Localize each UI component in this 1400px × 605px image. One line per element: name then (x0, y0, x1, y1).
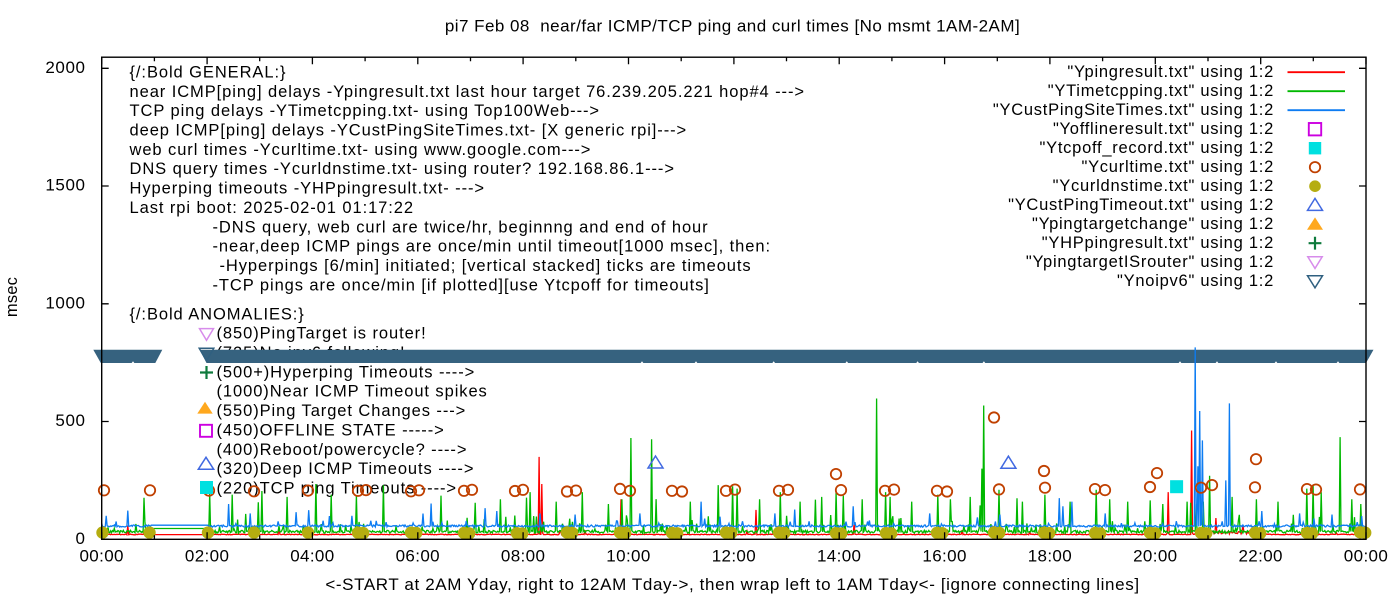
svg-text:(1000)Near ICMP Timeout spikes: (1000)Near ICMP Timeout spikes (217, 383, 488, 401)
svg-text:500: 500 (55, 411, 85, 430)
svg-text:"YHPpingresult.txt" using 1:2: "YHPpingresult.txt" using 1:2 (1042, 234, 1274, 252)
svg-text:00:00: 00:00 (1344, 547, 1388, 566)
svg-text:02:00: 02:00 (185, 547, 229, 566)
svg-text:TCP ping delays -YTimetcpping.: TCP ping delays -YTimetcpping.txt- using… (130, 102, 600, 120)
svg-text:2000: 2000 (45, 58, 85, 77)
svg-text:"YCustPingSiteTimes.txt" using: "YCustPingSiteTimes.txt" using 1:2 (993, 101, 1274, 119)
svg-text:1000: 1000 (45, 293, 85, 312)
svg-text:(500+)Hyperping Timeouts ---->: (500+)Hyperping Timeouts ----> (217, 363, 476, 381)
svg-text:{/:Bold GENERAL:}: {/:Bold GENERAL:} (130, 64, 287, 82)
svg-text:"Ypingtargetchange" using 1:2: "Ypingtargetchange" using 1:2 (1032, 215, 1274, 233)
svg-text:(550)Ping Target Changes --->: (550)Ping Target Changes ---> (217, 402, 467, 420)
svg-text:near ICMP[ping] delays -Ypingr: near ICMP[ping] delays -Ypingresult.txt … (130, 83, 805, 101)
svg-text:04:00: 04:00 (290, 547, 334, 566)
svg-text:DNS query times -Ycurldnstime.: DNS query times -Ycurldnstime.txt- using… (130, 160, 675, 178)
svg-text:"YpingtargetISrouter" using 1:: "YpingtargetISrouter" using 1:2 (1026, 253, 1274, 271)
svg-text:deep ICMP[ping] delays -YCustP: deep ICMP[ping] delays -YCustPingSiteTim… (130, 122, 688, 140)
svg-text:<-START at 2AM Yday, right to: <-START at 2AM Yday, right to 12AM Tday-… (325, 575, 1139, 594)
svg-text:pi7 Feb 08 near/far ICMP/TCP: pi7 Feb 08 near/far ICMP/TCP ping and cu… (445, 17, 1020, 36)
svg-text:web curl times -Ycurltime.txt-: web curl times -Ycurltime.txt- using www… (129, 141, 592, 159)
svg-text:Last rpi boot: 2025-02-01 01:1: Last rpi boot: 2025-02-01 01:17:22 (130, 199, 414, 217)
svg-text:(400)Reboot/powercycle? ---->: (400)Reboot/powercycle? ----> (217, 441, 468, 459)
svg-text:00:00: 00:00 (79, 547, 123, 566)
svg-text:"YTimetcpping.txt" using 1:2: "YTimetcpping.txt" using 1:2 (1048, 82, 1274, 100)
svg-text:"YCustPingTimeout.txt" using 1: "YCustPingTimeout.txt" using 1:2 (1008, 196, 1274, 214)
svg-text:(220)TCP ping Timeouts ---->: (220)TCP ping Timeouts ----> (217, 480, 458, 498)
svg-text:14:00: 14:00 (817, 547, 861, 566)
svg-text:10:00: 10:00 (606, 547, 650, 566)
svg-text:1500: 1500 (45, 176, 85, 195)
svg-text:msec: msec (3, 277, 21, 317)
svg-text:"Ycurltime.txt" using 1:2: "Ycurltime.txt" using 1:2 (1081, 158, 1274, 176)
svg-text:(450)OFFLINE STATE ----->: (450)OFFLINE STATE -----> (217, 421, 445, 439)
svg-text:(850)PingTarget is router!: (850)PingTarget is router! (217, 325, 427, 343)
svg-text:-near,deep ICMP pings are once: -near,deep ICMP pings are once/min until… (213, 238, 771, 256)
svg-text:16:00: 16:00 (922, 547, 966, 566)
svg-text:"Ycurldnstime.txt" using 1:2: "Ycurldnstime.txt" using 1:2 (1053, 177, 1274, 195)
svg-text:12:00: 12:00 (712, 547, 756, 566)
svg-text:-Hyperpings [6/min] initiated;: -Hyperpings [6/min] initiated; [vertical… (220, 257, 752, 275)
svg-text:(320)Deep ICMP Timeouts ---->: (320)Deep ICMP Timeouts ----> (217, 460, 475, 478)
svg-text:06:00: 06:00 (396, 547, 440, 566)
svg-text:-TCP pings are once/min [if pl: -TCP pings are once/min [if plotted][use… (213, 276, 710, 294)
svg-text:Hyperping timeouts -YHPpingres: Hyperping timeouts -YHPpingresult.txt- -… (130, 180, 485, 198)
svg-text:{/:Bold ANOMALIES:}: {/:Bold ANOMALIES:} (130, 305, 305, 323)
svg-text:08:00: 08:00 (501, 547, 545, 566)
svg-text:20:00: 20:00 (1133, 547, 1177, 566)
svg-text:"Ypingresult.txt" using 1:2: "Ypingresult.txt" using 1:2 (1067, 63, 1274, 81)
svg-text:0: 0 (75, 529, 85, 548)
svg-text:"Ynoipv6" using 1:2: "Ynoipv6" using 1:2 (1117, 272, 1274, 290)
svg-text:22:00: 22:00 (1238, 547, 1282, 566)
svg-text:"Ytcpoff_record.txt" using 1:2: "Ytcpoff_record.txt" using 1:2 (1040, 139, 1274, 157)
svg-text:"Yofflineresult.txt" using 1:2: "Yofflineresult.txt" using 1:2 (1053, 120, 1274, 138)
svg-text:-DNS query, web curl are twice: -DNS query, web curl are twice/hr, begin… (213, 218, 709, 236)
svg-text:18:00: 18:00 (1028, 547, 1072, 566)
